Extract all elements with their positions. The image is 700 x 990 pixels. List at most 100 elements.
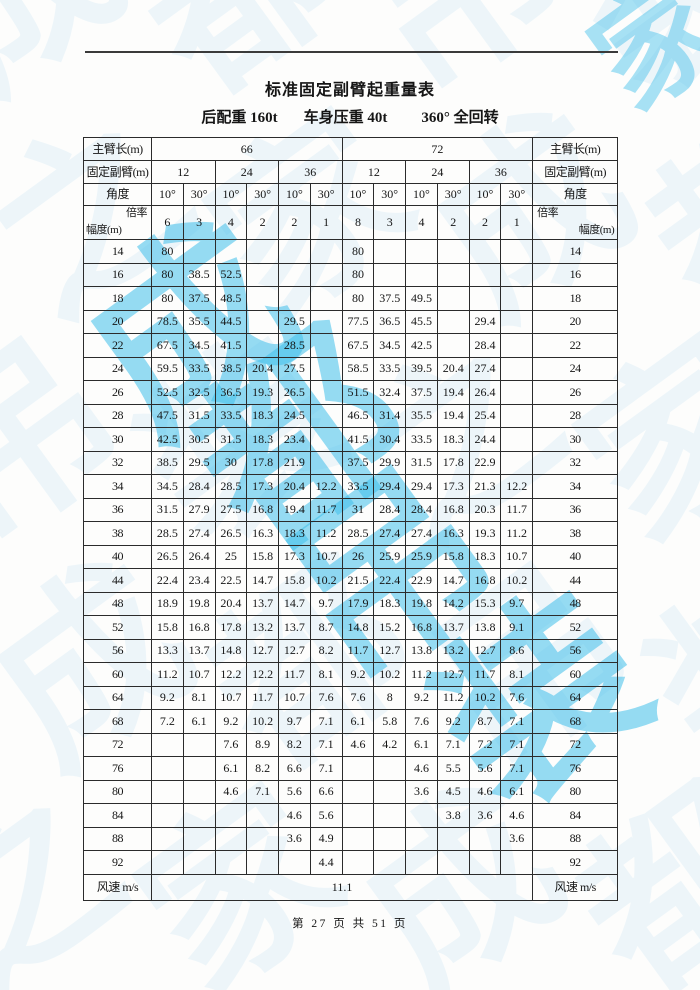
capacity-cell <box>278 850 311 875</box>
capacity-cell: 29.4 <box>373 474 407 499</box>
capacity-cell: 16.8 <box>436 497 470 522</box>
capacity-row: 64 9.2 8.1 10.7 11.7 10.7 7.6 7.6 8 9.2 11.2 10.2 7.… <box>83 685 619 710</box>
capacity-cell: 14.2 <box>436 591 470 616</box>
capacity-cell: 27.5 <box>278 356 311 381</box>
capacity-cell: 51.5 <box>341 380 375 405</box>
capacity-cell: 6.1 <box>214 756 248 781</box>
capacity-cell <box>309 262 343 287</box>
capacity-cell: 8.9 <box>246 732 279 757</box>
capacity-cell <box>468 826 502 851</box>
capacity-cell: 15.3 <box>468 591 502 616</box>
capacity-cell: 7.1 <box>500 732 534 757</box>
radius-value-left: 84 <box>83 803 152 828</box>
angle-cell: 10° <box>151 183 184 206</box>
capacity-row: 38 28.5 27.4 26.5 16.3 18.3 11.2 28.5 27.4 27.4 16… <box>83 521 619 546</box>
capacity-row: 26 52.5 32.5 36.5 19.3 26.5 51.5 32.4 37.5 19.4 26… <box>83 380 619 405</box>
radius-value-left: 22 <box>83 333 152 358</box>
capacity-cell: 28.5 <box>341 521 375 546</box>
radius-value-left: 64 <box>83 685 152 710</box>
jib-length-cell: 36 <box>278 160 343 184</box>
capacity-cell: 7.6 <box>341 685 375 710</box>
radius-value-left: 52 <box>83 615 152 640</box>
ratio-cell: 1 <box>500 205 534 240</box>
radius-value-right: 32 <box>532 450 619 475</box>
capacity-cell: 9.7 <box>278 709 311 734</box>
capacity-cell: 7.2 <box>151 709 184 734</box>
capacity-cell: 24.4 <box>468 427 502 452</box>
capacity-cell <box>500 356 534 381</box>
capacity-cell: 22.4 <box>151 568 184 593</box>
capacity-cell: 15.8 <box>278 568 311 593</box>
capacity-cell: 19.3 <box>468 521 502 546</box>
capacity-cell: 4.4 <box>309 850 343 875</box>
capacity-row: 40 26.5 26.4 25 15.8 17.3 10.7 26 25.9 25.9 15.8 18… <box>83 544 619 569</box>
radius-value-left: 80 <box>83 779 152 804</box>
capacity-cell: 29.5 <box>278 309 311 334</box>
capacity-cell: 42.5 <box>151 427 184 452</box>
capacity-cell: 4.2 <box>373 732 407 757</box>
capacity-cell: 12.2 <box>246 662 279 687</box>
capacity-cell <box>405 826 438 851</box>
radius-value-right: 44 <box>532 568 619 593</box>
capacity-cell: 80 <box>151 286 184 311</box>
capacity-row: 16 80 38.5 52.5 80 16 <box>83 262 619 287</box>
capacity-cell: 38.5 <box>182 262 216 287</box>
radius-value-right: 84 <box>532 803 619 828</box>
radius-value-right: 76 <box>532 756 619 781</box>
capacity-cell: 13.8 <box>405 638 438 663</box>
capacity-cell <box>246 262 279 287</box>
capacity-cell: 8.2 <box>246 756 279 781</box>
capacity-row: 84 4.6 5.6 3.8 3.6 4.6 84 <box>83 803 619 828</box>
subtitle-counterweight: 后配重 160t <box>201 110 278 126</box>
capacity-cell: 18.3 <box>373 591 407 616</box>
capacity-cell: 37.5 <box>405 380 438 405</box>
capacity-cell: 20.3 <box>468 497 502 522</box>
capacity-row: 52 15.8 16.8 17.8 13.2 13.7 8.7 14.8 15.2 16.8 13.… <box>83 615 619 640</box>
capacity-cell: 11.7 <box>341 638 375 663</box>
capacity-cell: 67.5 <box>151 333 184 358</box>
radius-value-left: 30 <box>83 427 152 452</box>
main-boom-label-left: 主臂长(m) <box>83 137 152 161</box>
capacity-cell: 9.2 <box>151 685 184 710</box>
capacity-cell <box>500 239 534 264</box>
capacity-cell: 12.2 <box>500 474 534 499</box>
capacity-row: 18 80 37.5 48.5 80 37.5 49.5 18 <box>83 286 619 311</box>
capacity-cell <box>405 850 438 875</box>
capacity-cell: 10.7 <box>309 544 343 569</box>
capacity-cell: 13.7 <box>246 591 279 616</box>
ratio-cell: 3 <box>182 205 216 240</box>
capacity-cell: 6.6 <box>278 756 311 781</box>
capacity-cell: 9.7 <box>309 591 343 616</box>
radius-value-left: 32 <box>83 450 152 475</box>
wind-speed-value: 11.1 <box>150 873 534 901</box>
capacity-cell: 7.6 <box>214 732 248 757</box>
capacity-cell: 28.4 <box>373 497 407 522</box>
angle-cell: 30° <box>436 183 470 206</box>
capacity-cell: 6.1 <box>341 709 375 734</box>
capacity-cell <box>151 732 184 757</box>
capacity-cell: 27.4 <box>182 521 216 546</box>
radius-value-left: 24 <box>83 356 152 381</box>
capacity-cell <box>309 286 343 311</box>
capacity-cell: 11.7 <box>500 497 534 522</box>
radius-value-right: 24 <box>532 356 619 381</box>
capacity-cell: 33.5 <box>405 427 438 452</box>
capacity-cell: 12.7 <box>436 662 470 687</box>
capacity-cell: 37.5 <box>373 286 407 311</box>
capacity-cell <box>500 309 534 334</box>
capacity-cell: 8 <box>373 685 407 710</box>
radius-value-right: 68 <box>532 709 619 734</box>
capacity-cell: 3.6 <box>405 779 438 804</box>
capacity-cell: 7.1 <box>309 732 343 757</box>
capacity-cell: 33.5 <box>373 356 407 381</box>
capacity-cell <box>341 779 375 804</box>
capacity-cell: 46.5 <box>341 403 375 428</box>
ratio-cell: 8 <box>341 205 375 240</box>
capacity-cell: 4.6 <box>468 779 502 804</box>
capacity-cell <box>309 403 343 428</box>
radius-value-right: 20 <box>532 309 619 334</box>
table-data-body: 14 80 80 14 16 80 38.5 52.5 80 16 18 80 37.5 48.5 80 37… <box>83 239 619 875</box>
capacity-cell: 19.8 <box>405 591 438 616</box>
capacity-cell: 8.1 <box>500 662 534 687</box>
capacity-cell: 48.5 <box>214 286 248 311</box>
